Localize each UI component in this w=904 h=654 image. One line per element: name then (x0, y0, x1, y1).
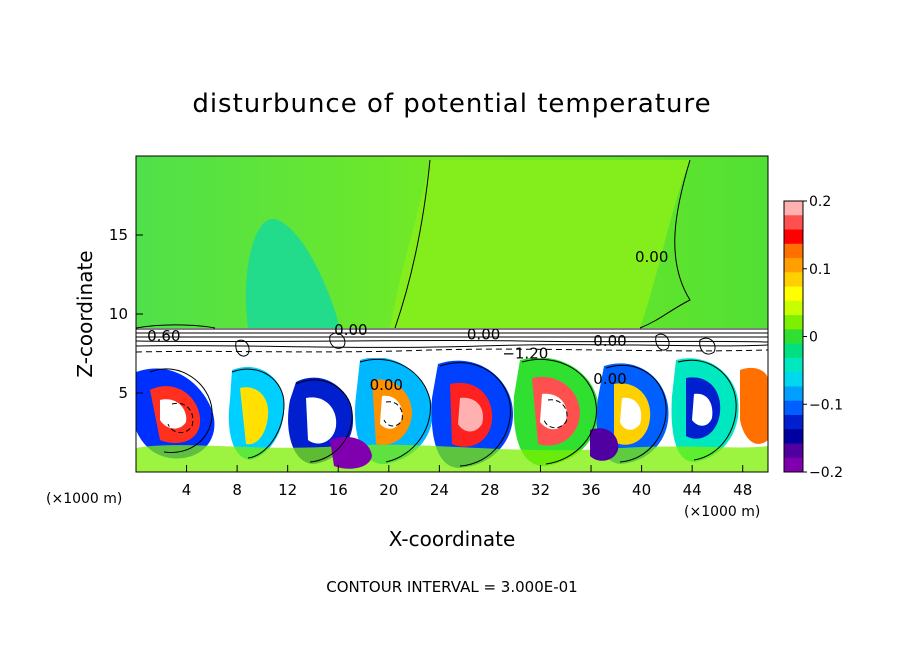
colorbar (783, 200, 804, 473)
contour-label: 0.00 (467, 326, 500, 344)
contour-label: 0.60 (147, 327, 180, 345)
colorbar-ticks: 0.2 0.1 0 −0.1 −0.2 (803, 194, 843, 481)
contour-label: −1.20 (502, 345, 548, 363)
colorbar-swatch (784, 414, 803, 430)
colorbar-swatch (784, 229, 803, 245)
colorbar-swatch (784, 357, 803, 373)
x-axis-unit-left: (×1000 m) (46, 491, 122, 507)
colorbar-tick-label: 0.1 (809, 262, 831, 278)
contour-lines (136, 159, 768, 467)
colorbar-swatch (784, 272, 803, 288)
colorbar-swatch (784, 400, 803, 416)
colorbar-tick-label: 0 (809, 330, 818, 346)
colorbar-swatch (784, 300, 803, 316)
colorbar-swatch (784, 429, 803, 444)
contour-plot-area (136, 156, 768, 472)
z-axis: 5 10 15 (109, 226, 143, 402)
colorbar-swatch (784, 386, 803, 402)
z-tick-label: 15 (109, 226, 128, 244)
x-tick-label: 44 (683, 481, 702, 499)
colorbar-swatch (784, 443, 803, 459)
colorbar-tick-label: −0.1 (809, 397, 843, 413)
x-tick-label: 28 (480, 481, 499, 499)
contour-label: 0.00 (593, 370, 626, 388)
contour-interval-note: CONTOUR INTERVAL = 3.000E-01 (326, 578, 577, 596)
x-tick-label: 24 (430, 481, 449, 499)
contour-labels: 0.000.60 0.00 0.00−1.200.000.00 0.00 (147, 248, 668, 394)
contour-label: 0.00 (635, 248, 668, 266)
x-tick-label: 12 (278, 481, 297, 499)
x-tick-label: 40 (632, 481, 651, 499)
x-tick-label: 32 (531, 481, 550, 499)
contour-label: 0.00 (334, 321, 367, 339)
x-tick-label: 8 (232, 481, 242, 499)
x-axis-title: X-coordinate (389, 527, 516, 551)
contour-label: 0.00 (593, 332, 626, 350)
x-axis: 4 8 12 16 20 24 28 32 36 40 44 48 (182, 465, 752, 499)
colorbar-swatch (784, 243, 803, 259)
colorbar-swatch (784, 372, 803, 387)
colorbar-swatch (784, 201, 803, 216)
colorbar-swatch (784, 315, 803, 330)
x-tick-label: 20 (379, 481, 398, 499)
colorbar-swatch (784, 343, 803, 359)
x-tick-label: 16 (329, 481, 348, 499)
colorbar-swatch (784, 329, 803, 345)
z-tick-label: 5 (118, 384, 128, 402)
x-axis-unit-right: (×1000 m) (684, 504, 760, 520)
colorbar-tick-label: −0.2 (809, 465, 843, 481)
upper-positive-region (390, 160, 690, 328)
chart-title: disturbunce of potential temperature (192, 89, 711, 119)
colorbar-swatch (784, 258, 803, 273)
x-tick-label: 4 (182, 481, 192, 499)
colorbar-swatch (784, 457, 803, 473)
colorbar-swatch (784, 286, 803, 302)
x-tick-label: 36 (581, 481, 600, 499)
colorbar-swatch (784, 215, 803, 231)
x-tick-label: 48 (733, 481, 752, 499)
turbulent-eddies (136, 357, 768, 472)
upper-negative-lobe (245, 218, 340, 328)
colorbar-tick-label: 0.2 (809, 194, 831, 210)
contour-label: 0.00 (370, 376, 403, 394)
z-axis-title: Z-coordinate (73, 250, 97, 377)
z-tick-label: 10 (109, 305, 128, 323)
